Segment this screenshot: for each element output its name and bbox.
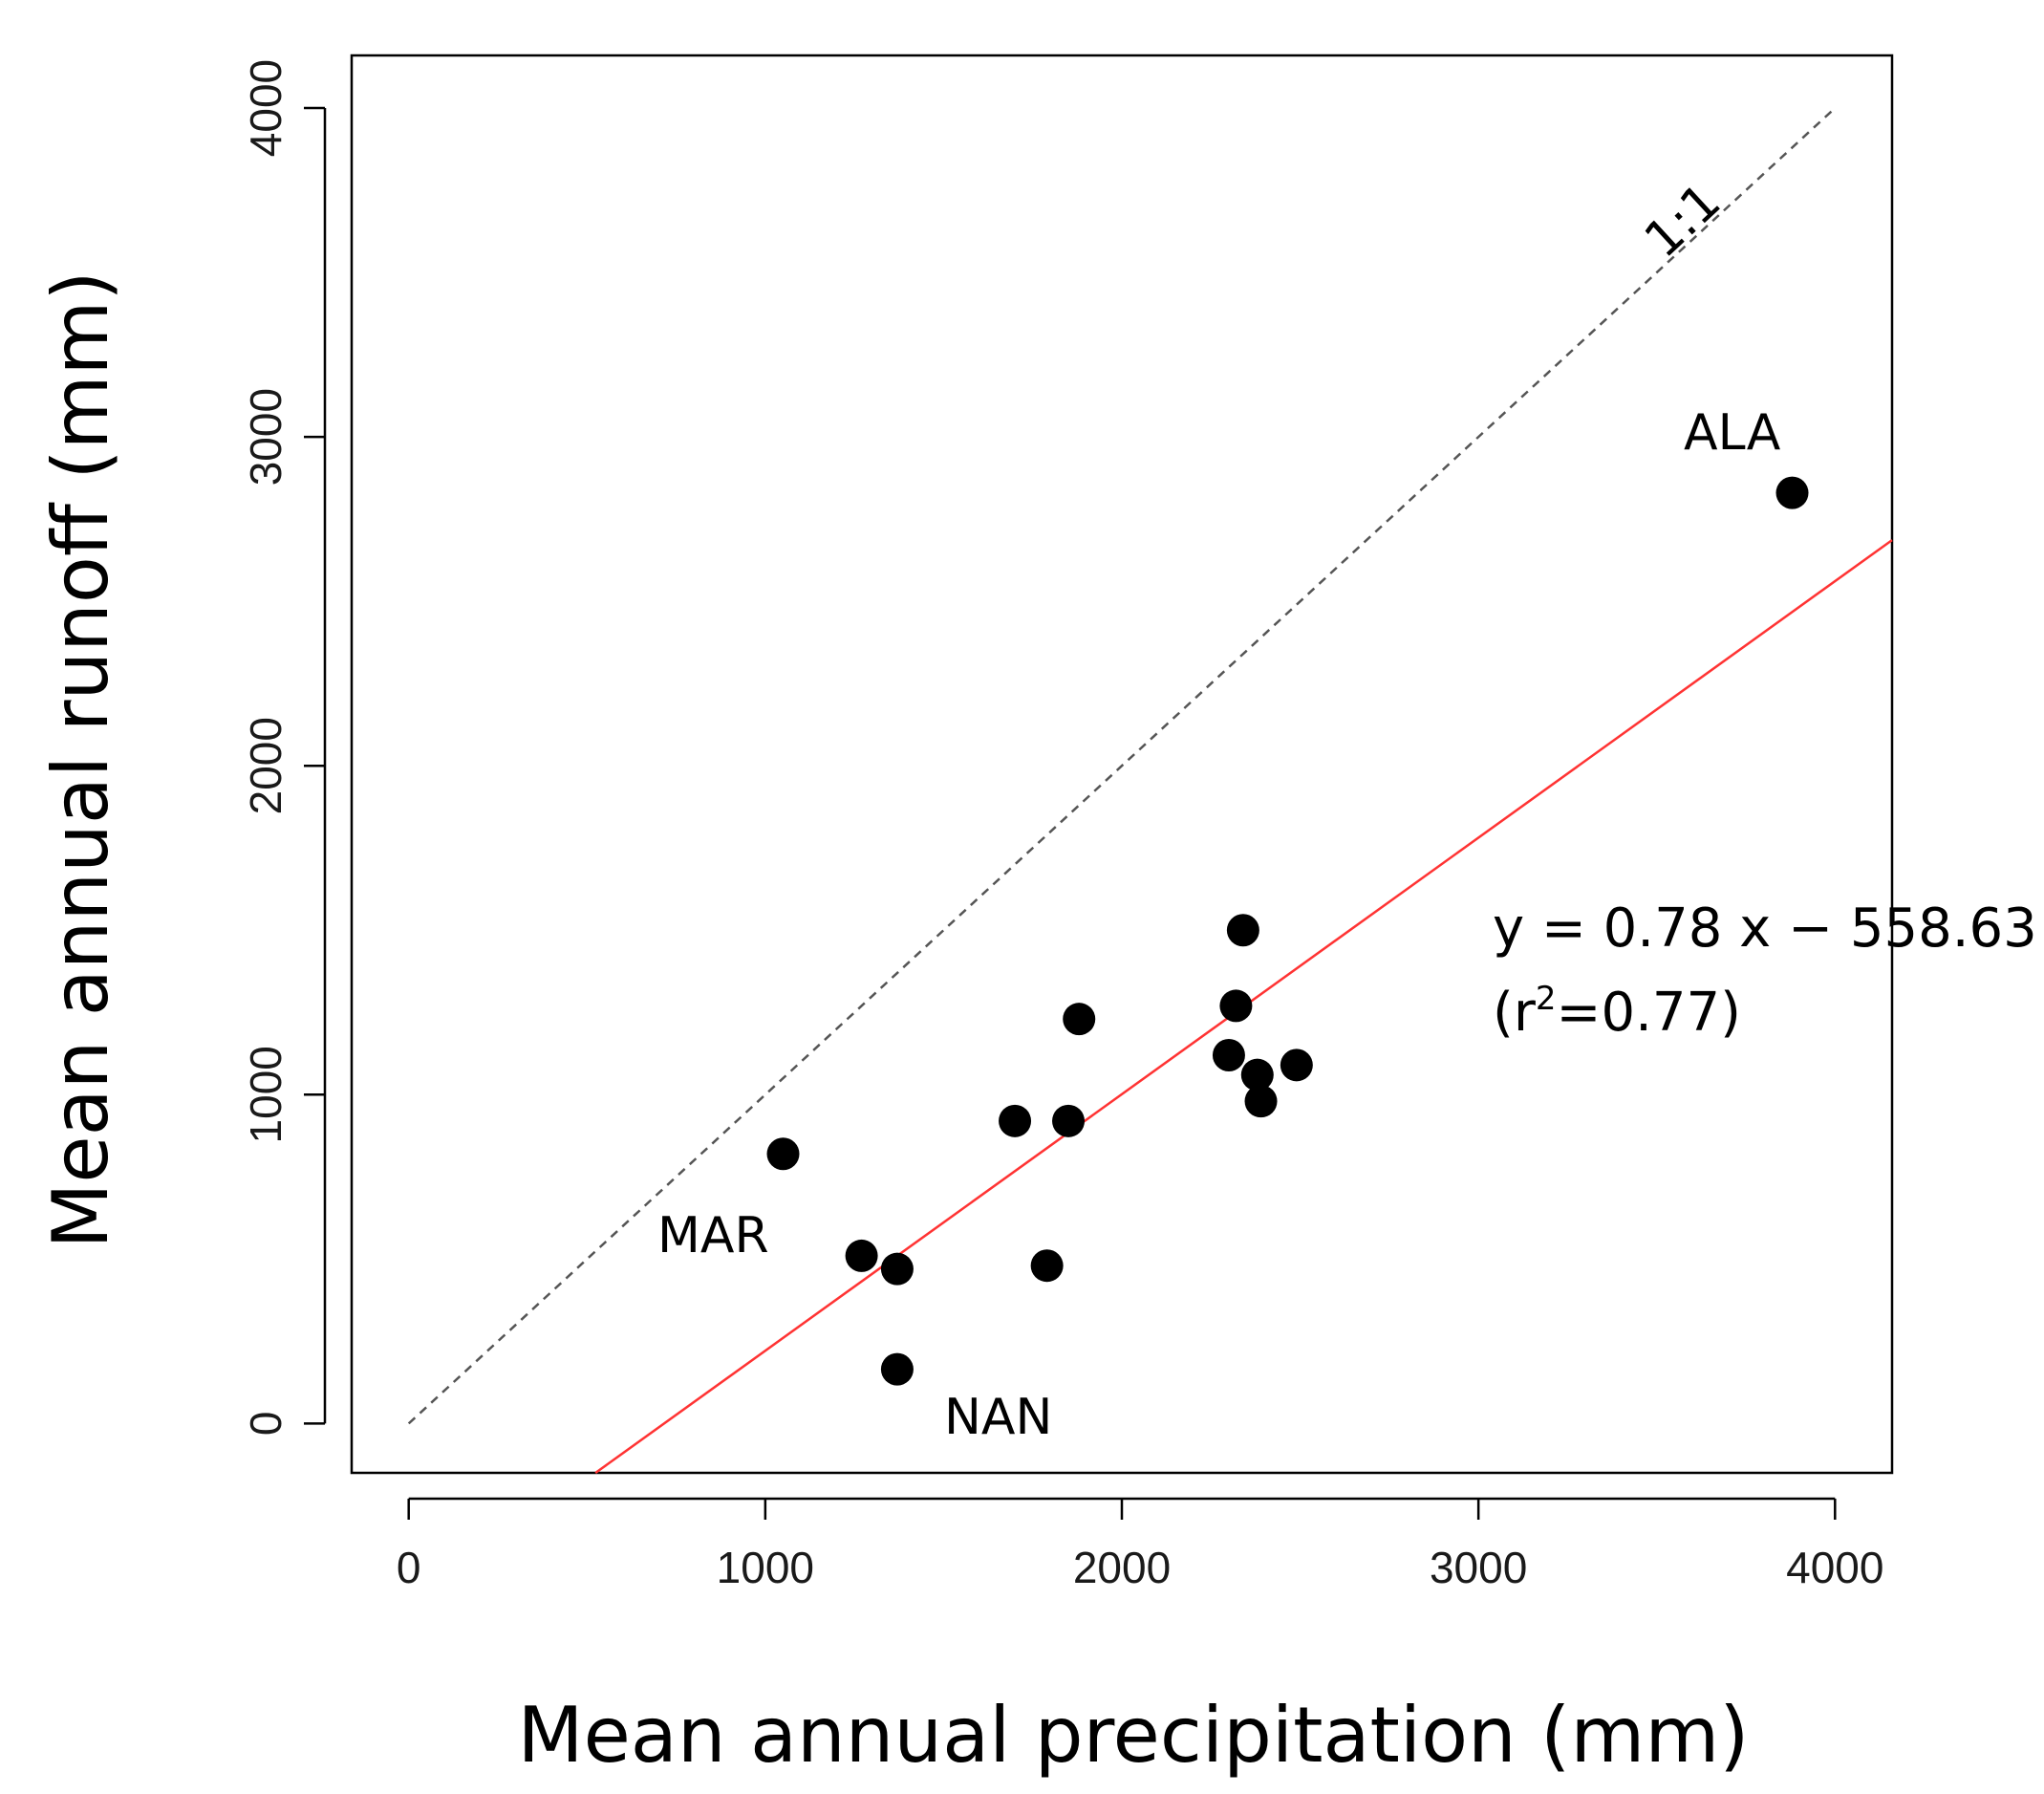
y-axis: 0 1000 2000 3000 4000 — [241, 59, 327, 1437]
points-layer — [766, 476, 1809, 1386]
x-tick-label: 4000 — [1786, 1543, 1883, 1592]
data-point — [880, 1252, 914, 1286]
r-squared-open: (r — [1493, 982, 1537, 1044]
label-ala: ALA — [1684, 404, 1781, 462]
data-point — [1212, 1039, 1245, 1072]
y-tick-label: 0 — [241, 1412, 290, 1437]
x-tick-label: 1000 — [717, 1543, 814, 1592]
reference-line-layer — [407, 107, 1837, 1425]
one-to-one-line — [407, 107, 1837, 1425]
y-tick-label: 2000 — [241, 717, 290, 814]
data-point — [845, 1239, 878, 1272]
data-point — [1244, 1085, 1278, 1118]
x-axis: 0 1000 2000 3000 4000 — [397, 1497, 1883, 1592]
data-point — [1052, 1104, 1086, 1137]
x-tick-label: 2000 — [1073, 1543, 1171, 1592]
data-point — [999, 1104, 1032, 1137]
data-point — [766, 1137, 800, 1171]
data-point — [1226, 914, 1259, 947]
data-point — [1775, 476, 1809, 509]
data-point — [1030, 1249, 1064, 1283]
r-squared: (r2=0.77) — [1493, 980, 1741, 1044]
y-axis-title: Mean annual runoff (mm) — [36, 270, 125, 1248]
y-tick-label: 1000 — [241, 1046, 290, 1143]
x-tick-label: 0 — [397, 1543, 421, 1592]
data-point — [1280, 1048, 1313, 1082]
data-point — [880, 1352, 914, 1386]
x-axis-title: Mean annual precipitation (mm) — [518, 1691, 1750, 1780]
data-point — [1219, 989, 1253, 1023]
y-tick-label: 3000 — [241, 388, 290, 486]
r-squared-sup: 2 — [1536, 980, 1557, 1018]
y-tick-label: 4000 — [241, 59, 290, 157]
label-mar: MAR — [657, 1207, 769, 1264]
data-point — [1240, 1058, 1274, 1092]
plot-frame — [350, 54, 1894, 1475]
label-nan: NAN — [944, 1389, 1052, 1446]
x-tick-label: 3000 — [1430, 1543, 1527, 1592]
data-point — [1063, 1003, 1096, 1036]
r-squared-close: =0.77) — [1557, 982, 1741, 1044]
fit-equation: y = 0.78 x − 558.63 — [1493, 897, 2037, 960]
one-to-one-label: 1:1 — [1634, 173, 1732, 270]
